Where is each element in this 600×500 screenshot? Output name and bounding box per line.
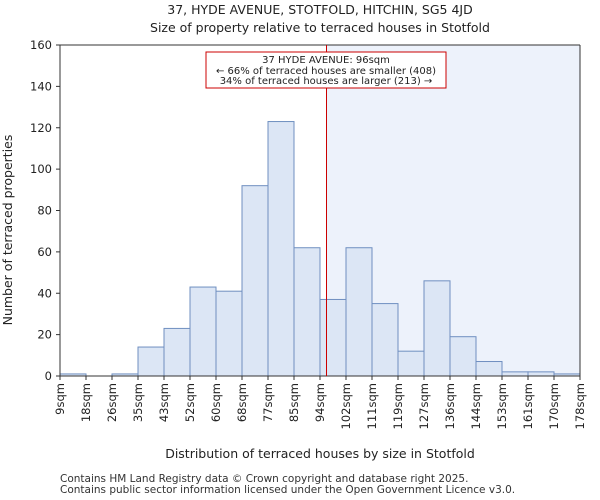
x-tick-label: 52sqm (183, 383, 197, 422)
x-tick-label: 35sqm (131, 383, 145, 422)
footer-line2: Contains public sector information licen… (60, 484, 516, 496)
x-tick-label: 26sqm (105, 383, 119, 422)
chart-title-line1: 37, HYDE AVENUE, STOTFOLD, HITCHIN, SG5 … (167, 2, 472, 17)
bar-68sqm (241, 185, 269, 377)
x-tick-label: 111sqm (365, 383, 379, 429)
x-tick-label: 68sqm (235, 383, 249, 422)
y-tick-label: 40 (37, 286, 52, 300)
bar-77sqm (267, 121, 295, 377)
annotation-line1: 37 HYDE AVENUE: 96sqm (262, 55, 390, 66)
x-tick-label: 43sqm (157, 383, 171, 422)
y-tick-label: 140 (30, 79, 52, 93)
y-tick-label: 120 (30, 121, 52, 135)
bar-52sqm (189, 286, 217, 377)
y-tick-label: 0 (45, 369, 52, 383)
y-tick-label: 100 (30, 162, 52, 176)
x-tick-label: 18sqm (79, 383, 93, 422)
x-tick-label: 77sqm (261, 383, 275, 422)
y-tick-label: 80 (37, 204, 52, 218)
footer-line1: Contains HM Land Registry data © Crown c… (60, 473, 469, 485)
chart-title-line2: Size of property relative to terraced ho… (150, 20, 490, 35)
x-tick-label: 94sqm (313, 383, 327, 422)
y-axis-label: Number of terraced properties (0, 135, 15, 326)
x-tick-label: 170sqm (547, 383, 561, 429)
x-tick-label: 127sqm (417, 383, 431, 429)
annotation-line2: ← 66% of terraced houses are smaller (40… (216, 66, 436, 77)
y-axis-ticks: 0 20 40 60 80 100 120 140 160 (30, 38, 60, 383)
x-tick-label: 60sqm (209, 383, 223, 422)
bar-85sqm (293, 247, 321, 377)
bar-111sqm (371, 303, 399, 377)
bar-127sqm (423, 280, 451, 377)
y-tick-label: 160 (30, 38, 52, 52)
x-tick-label: 85sqm (287, 383, 301, 422)
annotation-box (205, 51, 447, 89)
x-tick-label: 102sqm (339, 383, 353, 429)
bar-35sqm (137, 346, 165, 377)
bar-161sqm (527, 371, 555, 377)
bar-144sqm (475, 361, 503, 377)
bar-136sqm (449, 336, 477, 377)
bar-102sqm (345, 247, 373, 377)
annotation-line3: 34% of terraced houses are larger (213) … (220, 76, 433, 87)
x-tick-label: 136sqm (443, 383, 457, 429)
y-tick-label: 60 (37, 245, 52, 259)
bar-119sqm (397, 350, 425, 377)
x-tick-label: 144sqm (469, 383, 483, 429)
y-tick-label: 20 (37, 328, 52, 342)
bar-60sqm (215, 290, 243, 377)
x-axis-ticks: 9sqm 18sqm 26sqm 35sqm 43sqm 52sqm 60sqm 68sqm 7… (53, 376, 587, 429)
x-tick-label: 178sqm (573, 383, 587, 429)
bar-43sqm (163, 327, 191, 377)
bar-94sqm (319, 298, 347, 377)
x-tick-label: 161sqm (521, 383, 535, 429)
x-tick-label: 9sqm (53, 383, 67, 415)
x-axis-label: Distribution of terraced houses by size … (165, 446, 475, 461)
x-tick-label: 119sqm (391, 383, 405, 429)
x-tick-label: 153sqm (495, 383, 509, 429)
bar-153sqm (501, 371, 529, 377)
bar-group (59, 121, 581, 377)
